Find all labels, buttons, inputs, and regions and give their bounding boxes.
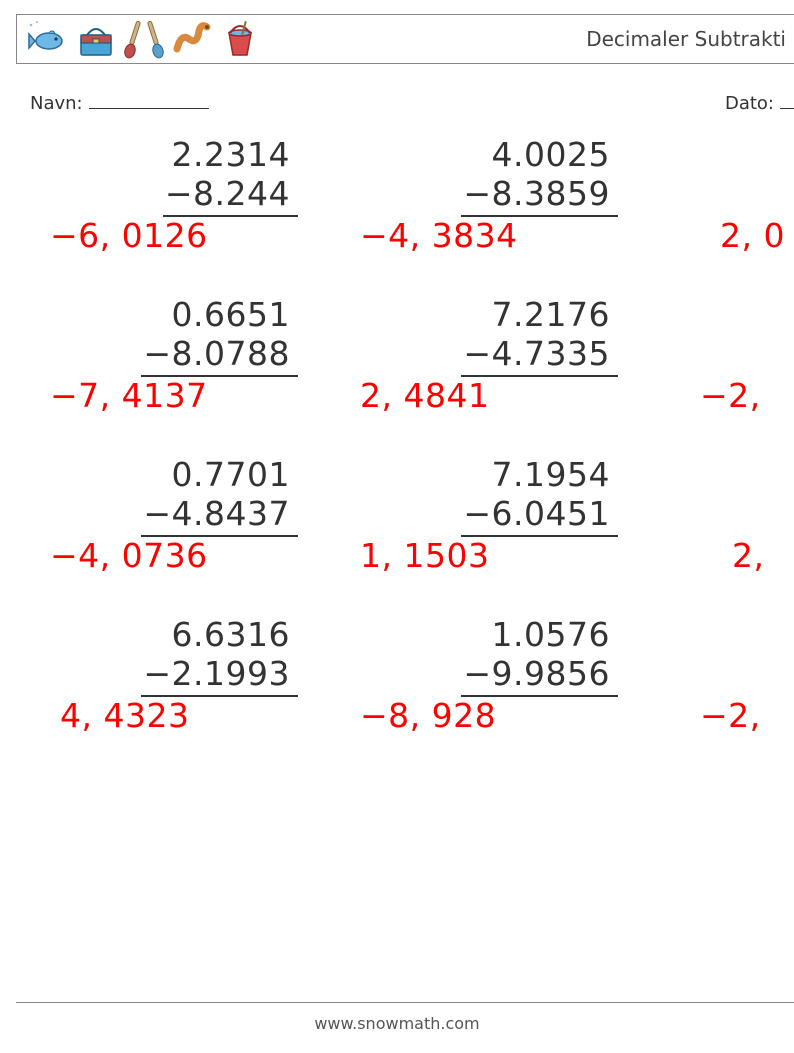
minuend: 0.7701 bbox=[0, 456, 320, 494]
answer: −2, 5 bbox=[700, 376, 764, 415]
answer: −2, 0 bbox=[700, 696, 764, 735]
subtrahend: −6.0451 bbox=[461, 494, 618, 537]
stacked-problem: 7.1954−6.0451 bbox=[320, 456, 640, 537]
problem-cell: 1.0576−9.9856−8, 928 bbox=[320, 608, 640, 768]
stacked-problem: 6.6316−2.1993 bbox=[0, 616, 320, 697]
subtrahend: −4.8437 bbox=[141, 494, 298, 537]
subtrahend-row: −8.0788 bbox=[0, 334, 320, 377]
bucket-icon bbox=[219, 19, 261, 59]
subtrahend: −9.9856 bbox=[461, 654, 618, 697]
fish-icon bbox=[27, 19, 69, 59]
minuend: 1.0576 bbox=[320, 616, 640, 654]
answer: 4, 4323 bbox=[60, 696, 330, 735]
problem-cell: 0.6651−8.0788−7, 4137 bbox=[0, 288, 320, 448]
subtrahend-row: −8.3859 bbox=[320, 174, 640, 217]
problem-cell: 2.2314−8.244−6, 0126 bbox=[0, 128, 320, 288]
subtrahend-row: −4.7335 bbox=[320, 334, 640, 377]
minuend: 6.6316 bbox=[0, 616, 320, 654]
name-blank[interactable] bbox=[89, 92, 209, 109]
subtrahend: −8.244 bbox=[163, 174, 298, 217]
worksheet-page: Decimaler Subtrakti Navn: Dato: 2.2314−8… bbox=[0, 0, 794, 1053]
answer: 2, 0 bbox=[720, 216, 784, 255]
minuend: 0.6651 bbox=[0, 296, 320, 334]
problems-grid: 2.2314−8.244−6, 01264.0025−8.3859−4, 383… bbox=[0, 128, 794, 768]
answer: 2, 4841 bbox=[360, 376, 630, 415]
problem-cell: 0.7701−4.8437−4, 0736 bbox=[0, 448, 320, 608]
minuend: 7.1954 bbox=[320, 456, 640, 494]
problem-cell: −2, 0 bbox=[640, 608, 794, 768]
answer: 1, 1503 bbox=[360, 536, 630, 575]
answer: −6, 0126 bbox=[50, 216, 320, 255]
subtrahend: −8.3859 bbox=[461, 174, 618, 217]
footer-divider bbox=[16, 1002, 794, 1003]
name-date-row: Navn: Dato: bbox=[30, 92, 794, 118]
minuend: 2.2314 bbox=[0, 136, 320, 174]
subtrahend: −2.1993 bbox=[141, 654, 298, 697]
subtrahend-row: −8.244 bbox=[0, 174, 320, 217]
subtrahend-row: −2.1993 bbox=[0, 654, 320, 697]
problem-cell: 4.0025−8.3859−4, 3834 bbox=[320, 128, 640, 288]
subtrahend-row: −6.0451 bbox=[320, 494, 640, 537]
problem-cell: 7.1954−6.04511, 1503 bbox=[320, 448, 640, 608]
answer: −7, 4137 bbox=[50, 376, 320, 415]
minuend: 4.0025 bbox=[320, 136, 640, 174]
worm-icon bbox=[171, 19, 213, 59]
answer: −8, 928 bbox=[360, 696, 630, 735]
tackle-box-icon bbox=[75, 19, 117, 59]
answer: −4, 0736 bbox=[50, 536, 320, 575]
footer-text: www.snowmath.com bbox=[0, 1014, 794, 1033]
worksheet-title: Decimaler Subtrakti bbox=[586, 27, 786, 51]
problem-row: 2.2314−8.244−6, 01264.0025−8.3859−4, 383… bbox=[0, 128, 794, 288]
problem-cell: 7.2176−4.73352, 4841 bbox=[320, 288, 640, 448]
stacked-problem: 0.6651−8.0788 bbox=[0, 296, 320, 377]
answer: 2, bbox=[732, 536, 794, 575]
stacked-problem: 2.2314−8.244 bbox=[0, 136, 320, 217]
subtrahend: −4.7335 bbox=[461, 334, 618, 377]
problem-row: 6.6316−2.19934, 43231.0576−9.9856−8, 928… bbox=[0, 608, 794, 768]
subtrahend-row: −4.8437 bbox=[0, 494, 320, 537]
stacked-problem: 7.2176−4.7335 bbox=[320, 296, 640, 377]
header-icons bbox=[27, 19, 261, 59]
stacked-problem: 1.0576−9.9856 bbox=[320, 616, 640, 697]
problem-cell: −2, 5 bbox=[640, 288, 794, 448]
stacked-problem: 0.7701−4.8437 bbox=[0, 456, 320, 537]
subtrahend-row: −9.9856 bbox=[320, 654, 640, 697]
problem-cell: 6.6316−2.19934, 4323 bbox=[0, 608, 320, 768]
date-field: Dato: bbox=[725, 92, 794, 118]
stacked-problem: 4.0025−8.3859 bbox=[320, 136, 640, 217]
date-label: Dato: bbox=[725, 93, 774, 114]
oars-icon bbox=[123, 19, 165, 59]
problem-cell: 2, bbox=[640, 448, 794, 608]
problem-cell: 2, 0 bbox=[640, 128, 794, 288]
problem-row: 0.7701−4.8437−4, 07367.1954−6.04511, 150… bbox=[0, 448, 794, 608]
header-bar: Decimaler Subtrakti bbox=[16, 14, 794, 64]
subtrahend: −8.0788 bbox=[141, 334, 298, 377]
date-blank[interactable] bbox=[780, 92, 794, 109]
answer: −4, 3834 bbox=[360, 216, 630, 255]
problem-row: 0.6651−8.0788−7, 41377.2176−4.73352, 484… bbox=[0, 288, 794, 448]
minuend: 7.2176 bbox=[320, 296, 640, 334]
name-label: Navn: bbox=[30, 93, 83, 114]
name-field: Navn: bbox=[30, 92, 209, 118]
